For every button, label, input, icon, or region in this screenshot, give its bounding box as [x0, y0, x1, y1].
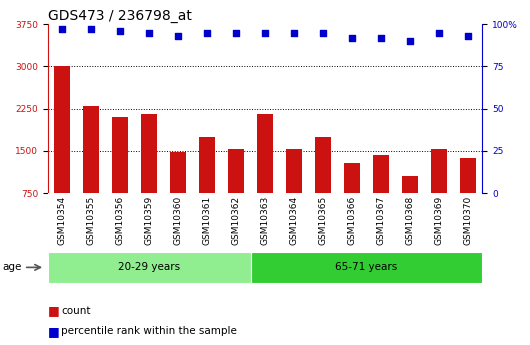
- Text: GSM10370: GSM10370: [463, 196, 472, 245]
- Text: GSM10361: GSM10361: [202, 196, 211, 245]
- Point: [87, 27, 95, 32]
- Text: ■: ■: [48, 325, 59, 338]
- Text: GSM10356: GSM10356: [116, 196, 125, 245]
- Bar: [112, 117, 128, 193]
- Bar: [199, 137, 215, 193]
- Bar: [48, 252, 251, 283]
- Point: [232, 30, 240, 35]
- Bar: [54, 66, 70, 193]
- Text: ■: ■: [48, 304, 59, 317]
- Text: GDS473 / 236798_at: GDS473 / 236798_at: [48, 9, 191, 23]
- Bar: [170, 152, 186, 193]
- Point: [348, 35, 356, 40]
- Bar: [402, 176, 418, 193]
- Bar: [460, 158, 476, 193]
- Bar: [344, 163, 360, 193]
- Text: GSM10360: GSM10360: [174, 196, 182, 245]
- Text: count: count: [61, 306, 91, 315]
- Point: [261, 30, 269, 35]
- Text: GSM10365: GSM10365: [319, 196, 328, 245]
- Bar: [228, 149, 244, 193]
- Text: GSM10364: GSM10364: [289, 196, 298, 245]
- Text: GSM10369: GSM10369: [435, 196, 443, 245]
- Point: [405, 38, 414, 44]
- Point: [464, 33, 472, 39]
- Text: GSM10366: GSM10366: [348, 196, 356, 245]
- Bar: [83, 106, 99, 193]
- Bar: [431, 149, 447, 193]
- Point: [319, 30, 327, 35]
- Point: [145, 30, 153, 35]
- Text: GSM10367: GSM10367: [376, 196, 385, 245]
- Bar: [286, 149, 302, 193]
- Text: GSM10354: GSM10354: [58, 196, 67, 245]
- Text: GSM10368: GSM10368: [405, 196, 414, 245]
- Point: [174, 33, 182, 39]
- Text: GSM10362: GSM10362: [232, 196, 241, 245]
- Point: [435, 30, 443, 35]
- Bar: [373, 155, 389, 193]
- Bar: [257, 114, 273, 193]
- Point: [58, 27, 66, 32]
- Point: [377, 35, 385, 40]
- Text: 20-29 years: 20-29 years: [118, 263, 180, 272]
- Text: GSM10355: GSM10355: [87, 196, 95, 245]
- Bar: [315, 137, 331, 193]
- Text: GSM10359: GSM10359: [145, 196, 154, 245]
- Text: percentile rank within the sample: percentile rank within the sample: [61, 326, 237, 336]
- Point: [116, 28, 125, 34]
- Bar: [141, 114, 157, 193]
- Text: age: age: [3, 263, 22, 272]
- Bar: [251, 252, 482, 283]
- Text: GSM10363: GSM10363: [261, 196, 269, 245]
- Point: [203, 30, 211, 35]
- Point: [290, 30, 298, 35]
- Text: 65-71 years: 65-71 years: [335, 263, 398, 272]
